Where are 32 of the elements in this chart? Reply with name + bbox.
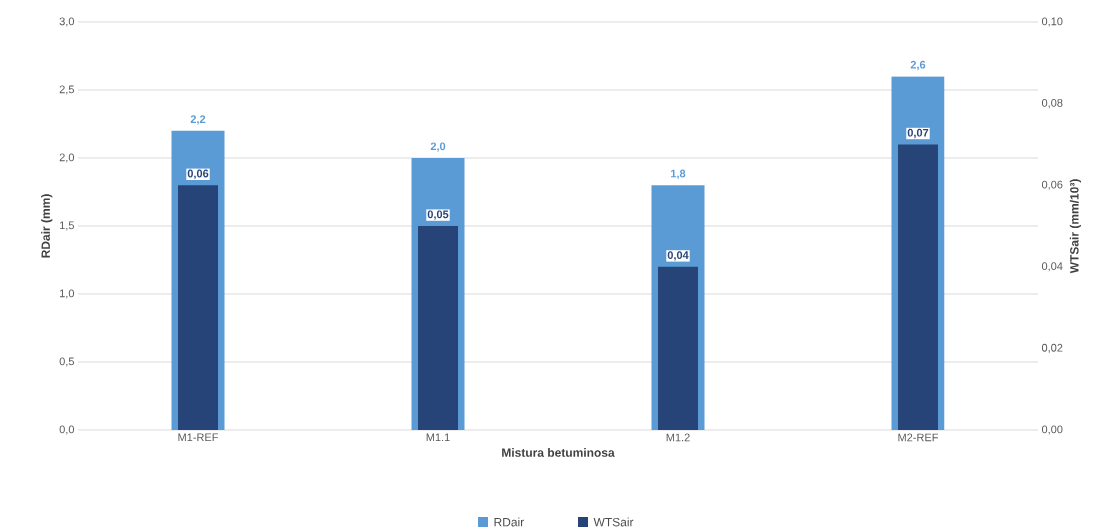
- y2-tick-label: 0,04: [1041, 262, 1063, 272]
- x-tick-label: M1-REF: [178, 433, 219, 442]
- y-tick-label: 2,5: [59, 85, 75, 95]
- x-axis-title: Mistura betuminosa: [502, 448, 615, 457]
- y-tick-label: 3,0: [59, 17, 75, 27]
- data-label: 0,04: [667, 251, 689, 261]
- y2-tick-label: 0,02: [1041, 343, 1063, 353]
- x-tick-label: M1.1: [426, 433, 450, 442]
- y2-tick-label: 0,08: [1041, 99, 1063, 109]
- data-label: 2,6: [910, 60, 926, 71]
- x-tick-label: M1.2: [666, 433, 690, 442]
- data-label: 0,07: [907, 128, 929, 139]
- legend-label: RDair: [494, 517, 524, 527]
- y-tick-label: 0,5: [59, 357, 75, 367]
- y2-axis-title: WTSair (mm/10³): [1069, 179, 1081, 274]
- bar: [418, 225, 459, 430]
- data-label: 2,2: [190, 115, 206, 125]
- y-tick-label: 0,0: [59, 425, 75, 435]
- data-label: 1,8: [671, 169, 686, 179]
- data-label: 0,06: [187, 169, 209, 179]
- legend-label: WTSair: [593, 517, 634, 527]
- data-label: 2,0: [430, 142, 446, 152]
- y2-tick-label: 0,00: [1041, 425, 1063, 435]
- data-label: 0,05: [427, 210, 449, 220]
- y-tick-label: 2,0: [59, 153, 75, 163]
- y2-tick-label: 0,06: [1041, 180, 1063, 190]
- y-tick-label: 1,0: [60, 289, 75, 299]
- x-tick-label: M2-REF: [898, 433, 939, 442]
- y-tick-label: 1,5: [60, 221, 75, 231]
- y2-tick-label: 0,10: [1041, 17, 1063, 27]
- y-axis-title: RDair (mm): [41, 194, 53, 258]
- bar: [658, 266, 698, 430]
